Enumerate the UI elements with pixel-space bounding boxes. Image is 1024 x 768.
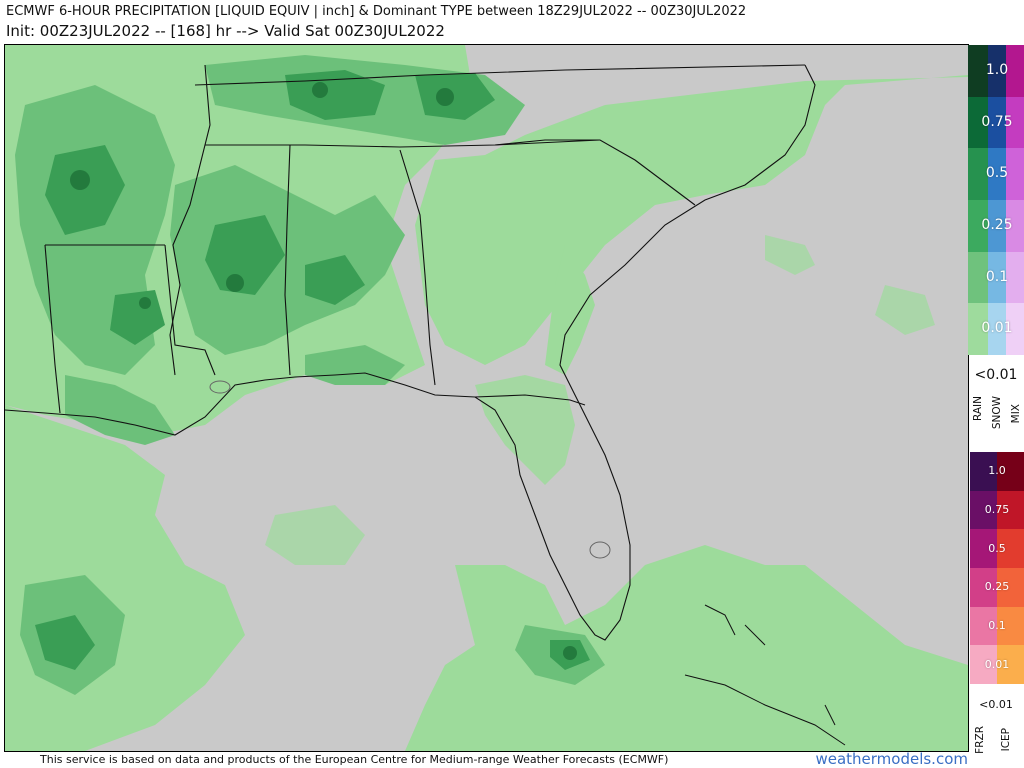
icep-swatch: [997, 529, 1024, 568]
rain-swatch: [968, 45, 988, 97]
legend-level-label: 0.01: [984, 657, 1010, 671]
legend-level-label: 0.75: [981, 113, 1013, 130]
snow-swatch: [988, 303, 1006, 355]
ice-below-threshold-label: <0.01: [979, 698, 1013, 711]
icep-swatch: [997, 452, 1024, 491]
legend-level-label: 1.0: [985, 61, 1009, 78]
frzr-swatch: [970, 606, 997, 646]
snow-swatch: [988, 148, 1006, 200]
rain-swatch: [968, 148, 988, 200]
rain-swatch: [968, 303, 988, 355]
precipitation-map[interactable]: [4, 44, 969, 752]
frzr-swatch: [970, 568, 997, 607]
mix-swatch: [1006, 45, 1024, 97]
legend-level-label: 0.1: [985, 268, 1009, 285]
legend-level-label: 0.5: [988, 541, 1006, 555]
frzr-type-label: FRZR: [974, 726, 986, 754]
site-brand-link[interactable]: weathermodels.com: [815, 750, 968, 768]
snow-type-label: SNOW: [991, 396, 1003, 430]
snow-color-scale: [988, 45, 1006, 355]
frzr-swatch: [970, 452, 997, 491]
rain-swatch: [968, 251, 988, 304]
frzr-color-scale: [970, 452, 997, 684]
legend-level-label: 1.0: [988, 464, 1006, 478]
legend-level-label: 0.25: [981, 216, 1013, 233]
snow-swatch: [988, 96, 1006, 149]
legend-level-label: 0.25: [984, 580, 1010, 594]
snow-swatch: [988, 251, 1006, 304]
footer-attribution: This service is based on data and produc…: [40, 753, 669, 766]
snow-swatch: [988, 45, 1006, 97]
mix-color-scale: [1006, 45, 1024, 355]
icep-swatch: [997, 645, 1024, 684]
legend-level-label: 0.5: [985, 165, 1009, 182]
rain-swatch: [968, 200, 988, 252]
mix-type-label: MIX: [1010, 404, 1022, 424]
icep-swatch: [997, 490, 1024, 530]
frzr-swatch: [970, 645, 997, 684]
mix-swatch: [1006, 303, 1024, 355]
map-title: ECMWF 6-HOUR PRECIPITATION [LIQUID EQUIV…: [6, 4, 747, 19]
icep-swatch: [997, 568, 1024, 607]
frzr-swatch: [970, 529, 997, 568]
boundaries: [5, 64, 846, 746]
legend-level-label: 0.75: [984, 503, 1010, 516]
frzr-swatch: [970, 490, 997, 530]
precip-heavy-areas: [35, 70, 590, 670]
rain-below-threshold-label: <0.01: [974, 367, 1018, 383]
icep-type-label: ICEP: [1000, 728, 1012, 752]
rain-swatch: [968, 96, 988, 149]
rain-type-label: RAIN: [972, 396, 984, 422]
lakes: [209, 380, 611, 559]
rain-color-scale: [968, 45, 988, 355]
icep-swatch: [997, 606, 1024, 646]
legend-level-label: 0.1: [988, 619, 1006, 632]
mix-swatch: [1006, 251, 1024, 304]
snow-swatch: [988, 200, 1006, 252]
precip-deep-areas: [70, 82, 577, 660]
legend-level-label: 0.01: [981, 320, 1013, 337]
icep-color-scale: [997, 452, 1024, 684]
mix-swatch: [1006, 148, 1024, 200]
map-subtitle: Init: 00Z23JUL2022 -- [168] hr --> Valid…: [6, 22, 445, 40]
mix-swatch: [1006, 96, 1024, 149]
mix-swatch: [1006, 200, 1024, 252]
